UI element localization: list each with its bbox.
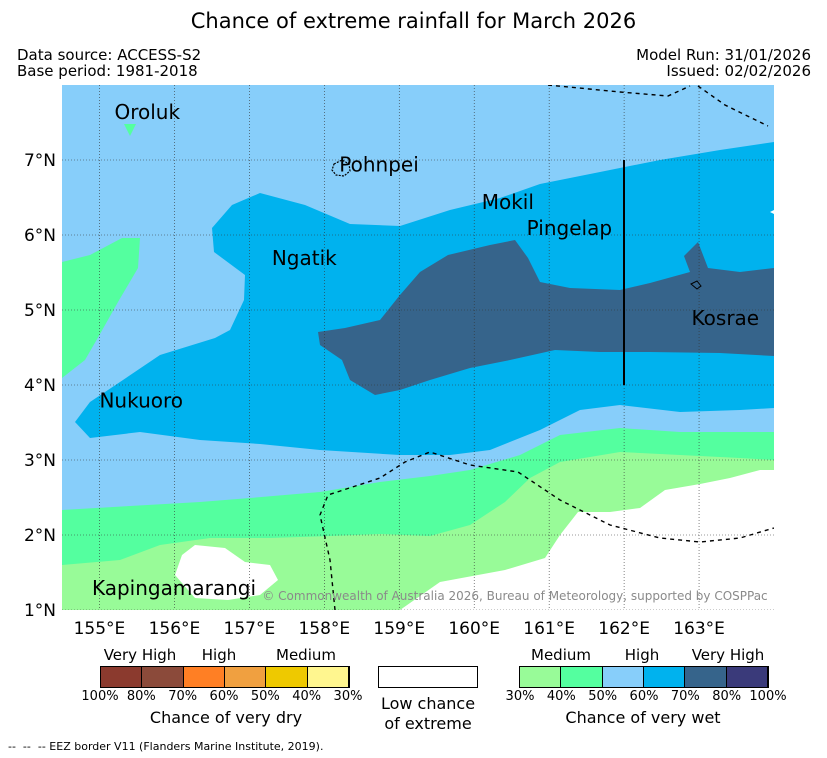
meta-left: Data source: ACCESS-S2 Base period: 1981… [17,47,201,79]
legend-wet-tick: 30% [505,689,535,704]
legend-wet-tick: 50% [588,689,618,704]
map-plot-area [62,85,774,610]
place-label-pohnpei: Pohnpei [339,152,419,176]
legend-low-line1: Low chance [380,694,476,713]
lat-tick-label: 1°N [24,601,56,621]
legend-dry-cat-2: High [201,646,237,664]
lon-tick-label: 157°E [224,619,276,639]
lon-tick-label: 155°E [74,619,126,639]
lon-tick-label: 160°E [448,619,500,639]
legend-dry-swatches [100,666,350,688]
lat-tick-label: 4°N [24,376,56,396]
legend-dry-swatch [101,667,143,687]
legend-dry-swatch [142,667,184,687]
copyright-notice: © Commonwealth of Australia 2026, Bureau… [262,589,767,603]
lon-tick-label: 158°E [298,619,350,639]
legend-dry-ticks: 100% 80% 70% 60% 50% 40% 30% [81,689,362,705]
chart-title: Chance of extreme rainfall for March 202… [190,9,637,33]
legend-dry-tick: 80% [126,689,156,704]
legend-dry-categories: Very High High Medium [90,646,362,664]
legend-wet-title: Chance of very wet [565,708,721,727]
eez-border-south [319,451,774,610]
region-dark-blue [318,240,774,395]
lat-tick-label: 3°N [24,451,56,471]
place-label-kosrae: Kosrae [692,306,760,330]
legend-wet-swatch [561,667,603,687]
legend-wet-tick: 100% [749,689,787,704]
legend-low-text: Low chance of extreme [378,694,478,734]
legend-dry-tick: 50% [250,689,280,704]
legend-dry-tick: 100% [81,689,119,704]
legend-dry-title: Chance of very dry [149,708,303,727]
legend-dry-tick: 40% [292,689,322,704]
lon-tick-label: 161°E [523,619,575,639]
legend-dry-tick: 60% [209,689,239,704]
legend-wet-swatch [685,667,727,687]
axis-labels: 155°E 156°E 157°E 158°E 159°E 160°E 161°E 162°E… [24,151,725,639]
meta-right: Model Run: 31/01/2026 Issued: 02/02/2026 [636,47,811,79]
legend-dry-cat-3: Medium [276,646,336,664]
lon-tick-label: 156°E [149,619,201,639]
legend-dry-tick: 70% [168,689,198,704]
legend-wet-cat-1: Medium [531,646,591,664]
place-label-kapingamarangi: Kapingamarangi [92,576,256,600]
legend-wet-cat-2: High [624,646,660,664]
legend-wet-swatch [643,667,686,687]
kosrae-island-shape [690,280,702,290]
region-white-patch [175,545,278,600]
legend-wet-categories: Medium High Very High [510,646,782,664]
legend-wet-tick: 70% [670,689,700,704]
place-label-pingelap: Pingelap [527,216,612,240]
place-label-nukuoro: Nukuoro [99,389,183,413]
lon-tick-label: 162°E [598,619,650,639]
lat-tick-label: 2°N [24,526,56,546]
eez-footer-note: -- -- -- EEZ border V11 (Flanders Marine… [8,740,324,753]
legend-dry-tick: 30% [333,689,363,704]
lon-tick-label: 163°E [673,619,725,639]
legend-wet-swatch [602,667,644,687]
issued-date: Issued: 02/02/2026 [666,62,811,80]
region-green [62,238,140,378]
legend-wet-tick: 60% [629,689,659,704]
pohnpei-island-shape [331,159,351,177]
legend-dry-swatch [307,667,349,687]
model-run: Model Run: 31/01/2026 [636,46,811,64]
legend-wet-cat-3: Very High [691,646,765,664]
lat-tick-label: 6°N [24,226,56,246]
place-label-mokil: Mokil [482,190,534,214]
legend-wet-swatch [726,667,768,687]
legend-wet-tick: 40% [546,689,576,704]
legend-low: Low chance of extreme [378,666,478,734]
legend-dry-swatch [266,667,308,687]
region-white-south [400,470,774,610]
place-label-ngatik: Ngatik [272,246,337,270]
legend-wet-tick: 80% [712,689,742,704]
legend-wet-swatches [519,666,769,688]
legend-dry-swatch [224,667,267,687]
legend-wet: Medium High Very High 30% 40% 50% 60% 70% 80%… [506,646,787,727]
lat-tick-label: 7°N [24,151,56,171]
legend-wet-ticks: 30% 40% 50% 60% 70% 80% 100% [506,689,787,705]
data-source: Data source: ACCESS-S2 [17,46,202,64]
eez-border-north [547,85,769,127]
lat-tick-label: 5°N [24,301,56,321]
legend-dry-cat-1: Very High [103,646,177,664]
legend-wet-swatch [520,667,562,687]
legend-low-swatch [378,666,478,688]
legend-dry-swatch [183,667,225,687]
lon-tick-label: 159°E [373,619,425,639]
oroluk-island-shape [124,124,136,136]
base-period: Base period: 1981-2018 [17,62,198,80]
legend-dry: Very High High Medium 100% 80% 70% 60% 50% 40… [81,646,362,727]
legend-low-line2: of extreme [384,714,472,733]
place-label-oroluk: Oroluk [114,100,180,124]
